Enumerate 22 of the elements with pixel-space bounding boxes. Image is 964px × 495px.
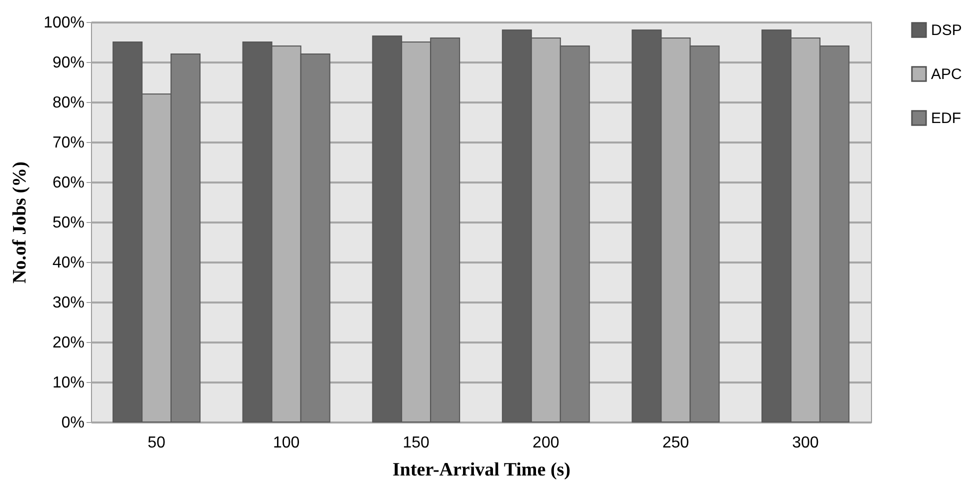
x-axis-title: Inter-Arrival Time (s) (392, 460, 570, 480)
x-tick-label: 50 (148, 434, 166, 452)
x-tick-label: 150 (402, 434, 430, 452)
legend-label: DSP (931, 22, 962, 39)
y-tick-label: 0% (61, 414, 84, 432)
x-tick-label: 100 (272, 434, 300, 452)
x-tick-label: 200 (532, 434, 560, 452)
y-tick-label: 70% (52, 134, 84, 152)
legend-label: EDF (931, 110, 961, 127)
y-tick-label: 20% (52, 334, 84, 352)
y-tick-label: 10% (52, 374, 84, 392)
legend-label: APC (931, 66, 962, 83)
y-tick-label: 90% (52, 54, 84, 72)
y-tick-label: 30% (52, 294, 84, 312)
y-tick-label: 100% (44, 14, 84, 32)
y-axis-title: No.of Jobs (%) (10, 162, 31, 284)
y-tick-label: 50% (52, 214, 84, 232)
y-tick-label: 60% (52, 174, 84, 192)
x-tick-label: 250 (662, 434, 690, 452)
y-tick-label: 40% (52, 254, 84, 272)
y-tick-label: 80% (52, 94, 84, 112)
x-tick-label: 300 (792, 434, 819, 452)
